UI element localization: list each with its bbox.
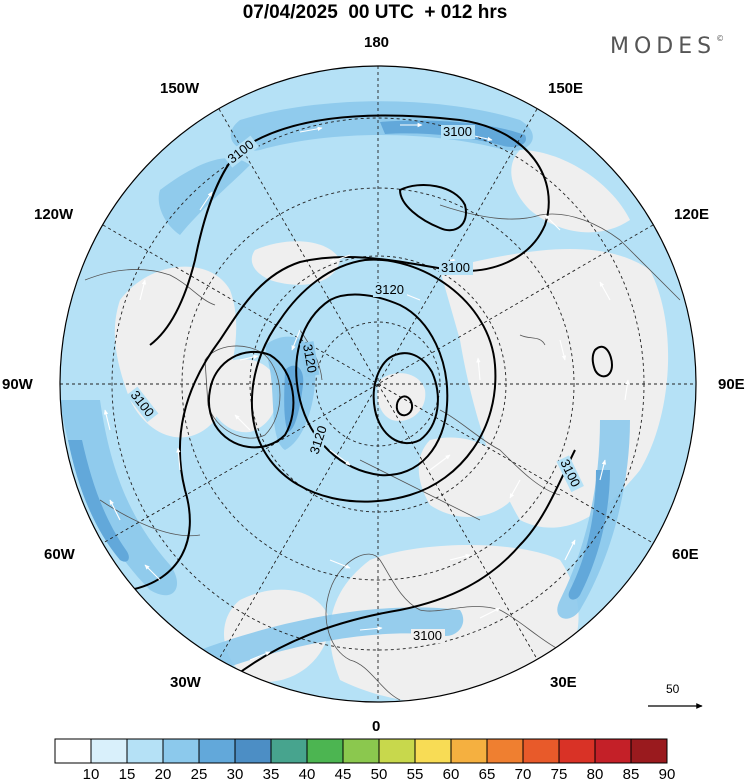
lon-label-90w: 90W (2, 376, 33, 393)
lon-label-0: 0 (372, 718, 380, 735)
colorbar-swatch (127, 739, 163, 763)
colorbar-label: 40 (292, 766, 322, 783)
colorbar-swatch (307, 739, 343, 763)
colorbar-label: 55 (400, 766, 430, 783)
colorbar-swatch (523, 739, 559, 763)
colorbar-label: 35 (256, 766, 286, 783)
colorbar-swatch (199, 739, 235, 763)
colorbar-label: 25 (184, 766, 214, 783)
colorbar-swatch (55, 739, 91, 763)
contour-label: 3100 (413, 628, 442, 643)
colorbar-swatch (379, 739, 415, 763)
lon-label-120e: 120E (674, 206, 709, 223)
colorbar-label: 85 (616, 766, 646, 783)
colorbar-swatch (595, 739, 631, 763)
lon-label-60e: 60E (672, 546, 699, 563)
colorbar-swatch (415, 739, 451, 763)
colorbar-swatch (163, 739, 199, 763)
colorbar (54, 738, 704, 764)
lon-label-180: 180 (364, 34, 389, 51)
lon-label-30w: 30W (170, 674, 201, 691)
colorbar-swatch (487, 739, 523, 763)
colorbar-swatch (271, 739, 307, 763)
lon-label-60w: 60W (44, 546, 75, 563)
reference-vector-label: 50 (666, 682, 679, 696)
colorbar-label: 30 (220, 766, 250, 783)
contour-label: 3120 (375, 282, 404, 297)
colorbar-label: 70 (508, 766, 538, 783)
colorbar-label: 75 (544, 766, 574, 783)
colorbar-swatch (631, 739, 667, 763)
colorbar-label: 15 (112, 766, 142, 783)
lon-label-90e: 90E (718, 376, 745, 393)
contour-label: 3100 (443, 124, 472, 139)
colorbar-swatch (91, 739, 127, 763)
colorbar-label: 10 (76, 766, 106, 783)
colorbar-label: 90 (652, 766, 682, 783)
lon-label-120w: 120W (34, 206, 73, 223)
colorbar-label: 65 (472, 766, 502, 783)
lon-label-150e: 150E (548, 80, 583, 97)
colorbar-label: 60 (436, 766, 466, 783)
colorbar-swatch (343, 739, 379, 763)
colorbar-label: 20 (148, 766, 178, 783)
lon-label-150w: 150W (160, 80, 199, 97)
colorbar-swatch (451, 739, 487, 763)
lon-label-30e: 30E (550, 674, 577, 691)
colorbar-label: 80 (580, 766, 610, 783)
colorbar-label: 45 (328, 766, 358, 783)
colorbar-swatch (559, 739, 595, 763)
colorbar-swatch (235, 739, 271, 763)
colorbar-label: 50 (364, 766, 394, 783)
contour-label: 3100 (441, 260, 470, 275)
